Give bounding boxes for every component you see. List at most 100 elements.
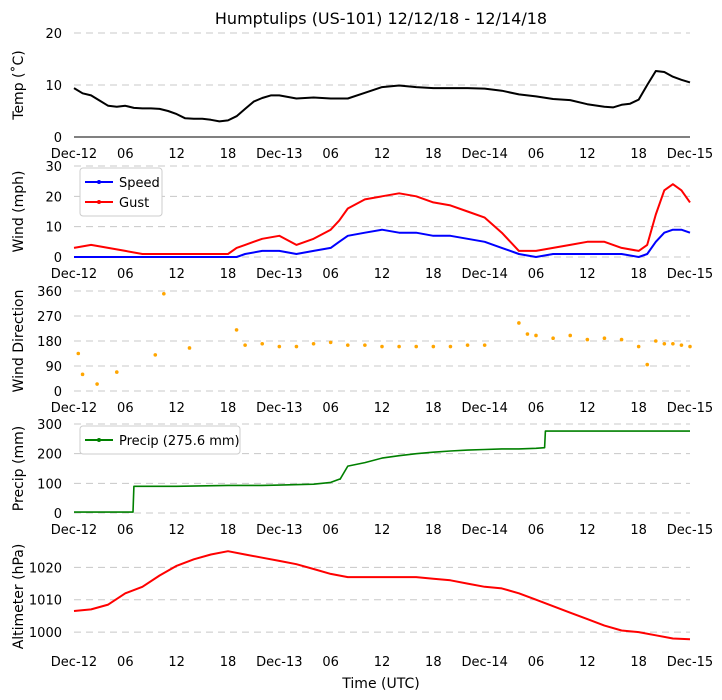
y-tick-label: 10: [45, 79, 62, 94]
x-tick-label: Dec-14: [461, 267, 507, 282]
y-tick-label: 20: [45, 190, 62, 205]
x-tick-label: 12: [168, 267, 185, 282]
x-tick-label: Dec-14: [461, 523, 507, 538]
y-tick-label: 0: [54, 131, 62, 146]
x-tick-label: 12: [374, 267, 391, 282]
y-tick-label: 100: [37, 477, 62, 492]
x-tick-label: 12: [168, 655, 185, 670]
x-tick-label: 18: [220, 523, 237, 538]
y-tick-label: 30: [45, 160, 62, 175]
wind-direction-point: [162, 291, 166, 296]
panels: 0 10 20 Temp (˚C) Dec-12 06 12 18 Dec-13 06 12 18 De…: [10, 27, 713, 670]
x-tick-label: Dec-13: [256, 655, 302, 670]
wind-direction-point: [671, 341, 675, 346]
x-tick-label: 18: [425, 267, 442, 282]
x-tick-label: Dec-12: [51, 147, 97, 162]
x-tick-label: Dec-14: [461, 655, 507, 670]
series-line-altimeter: [73, 550, 691, 641]
y-tick-label: 360: [37, 285, 62, 300]
wind-direction-point: [551, 336, 555, 341]
wind-direction-point: [114, 370, 119, 374]
wind-direction-point: [414, 344, 419, 349]
x-tick-label: 18: [630, 655, 647, 670]
x-tick-label: 06: [322, 523, 339, 538]
wind-direction-point: [585, 337, 590, 342]
x-tick-label: 18: [630, 267, 647, 282]
x-tick-label: Dec-15: [667, 267, 713, 282]
x-tick-label: 12: [579, 655, 596, 670]
x-tick-label: 06: [117, 147, 134, 162]
y-tick-label: 1000: [29, 626, 62, 641]
x-tick-label: 12: [374, 523, 391, 538]
x-tick-label: 12: [374, 147, 391, 162]
x-tick-label: Dec-12: [51, 267, 97, 282]
wind-direction-point: [153, 353, 158, 357]
x-tick-label: 18: [220, 267, 237, 282]
x-tick-label: 18: [220, 401, 237, 416]
x-tick-label: Dec-13: [256, 401, 302, 416]
wind-direction-point: [653, 339, 658, 343]
x-tick-label: 12: [579, 147, 596, 162]
legend-label: Precip (275.6 mm): [119, 434, 240, 449]
wind-direction-point: [431, 344, 436, 349]
wind-direction-point: [534, 333, 538, 338]
legend-marker: [97, 200, 101, 204]
wind-direction-point: [482, 343, 487, 347]
legend-box: [79, 425, 241, 455]
x-tick-label: Dec-13: [256, 523, 302, 538]
wind-direction-point: [465, 343, 470, 347]
legend-label: Gust: [119, 196, 149, 211]
x-tick-label: 18: [425, 523, 442, 538]
y-axis-label: Altimeter (hPa): [11, 544, 27, 650]
x-tick-label: Dec-12: [51, 401, 97, 416]
panel-2: 0 10 20 30 Wind (mph) Dec-12 06 12 18 Dec-13 06 12 1…: [11, 160, 713, 282]
x-tick-label: 06: [322, 401, 339, 416]
wind-direction-point: [187, 346, 192, 350]
x-tick-label: 18: [630, 147, 647, 162]
wind-direction-point: [311, 341, 316, 346]
y-axis-label: Temp (˚C): [10, 50, 27, 120]
y-tick-label: 90: [45, 360, 62, 375]
x-tick-label: Dec-14: [461, 147, 507, 162]
y-tick-label: 10: [45, 221, 62, 236]
wind-direction-point: [328, 340, 333, 345]
x-tick-label: 18: [630, 523, 647, 538]
x-tick-label: 12: [168, 523, 185, 538]
wind-direction-point: [294, 344, 299, 349]
x-tick-label: Dec-15: [667, 147, 713, 162]
y-tick-label: 0: [54, 385, 62, 400]
wind-direction-point: [80, 372, 85, 377]
x-tick-label: 06: [528, 267, 545, 282]
x-tick-label: 06: [117, 267, 134, 282]
x-tick-label: 18: [220, 147, 237, 162]
x-tick-label: Dec-15: [667, 401, 713, 416]
y-axis-label: Wind Direction: [11, 290, 27, 393]
wind-direction-point: [76, 351, 81, 356]
wind-direction-point: [397, 344, 401, 349]
x-tick-label: Dec-12: [51, 655, 97, 670]
x-tick-label: Dec-15: [667, 655, 713, 670]
x-tick-label: 18: [425, 401, 442, 416]
y-tick-label: 300: [37, 418, 62, 433]
y-tick-label: 1010: [29, 594, 62, 609]
x-tick-label: 06: [528, 523, 545, 538]
x-tick-label: 06: [117, 523, 134, 538]
legend-label: Speed: [119, 176, 160, 191]
y-tick-label: 0: [54, 251, 62, 266]
wind-direction-point: [568, 333, 573, 338]
legend-marker: [97, 180, 101, 184]
x-axis-label: Time (UTC): [341, 676, 419, 692]
wind-direction-point: [260, 341, 265, 346]
wind-direction-point: [380, 344, 384, 349]
x-tick-label: 06: [528, 655, 545, 670]
x-tick-label: 18: [425, 147, 442, 162]
wind-direction-point: [363, 343, 367, 347]
wind-direction-point: [234, 328, 239, 332]
wind-direction-point: [645, 362, 650, 367]
x-tick-label: 18: [630, 401, 647, 416]
x-tick-label: Dec-13: [256, 267, 302, 282]
x-tick-label: 12: [168, 401, 185, 416]
x-tick-label: 18: [425, 655, 442, 670]
